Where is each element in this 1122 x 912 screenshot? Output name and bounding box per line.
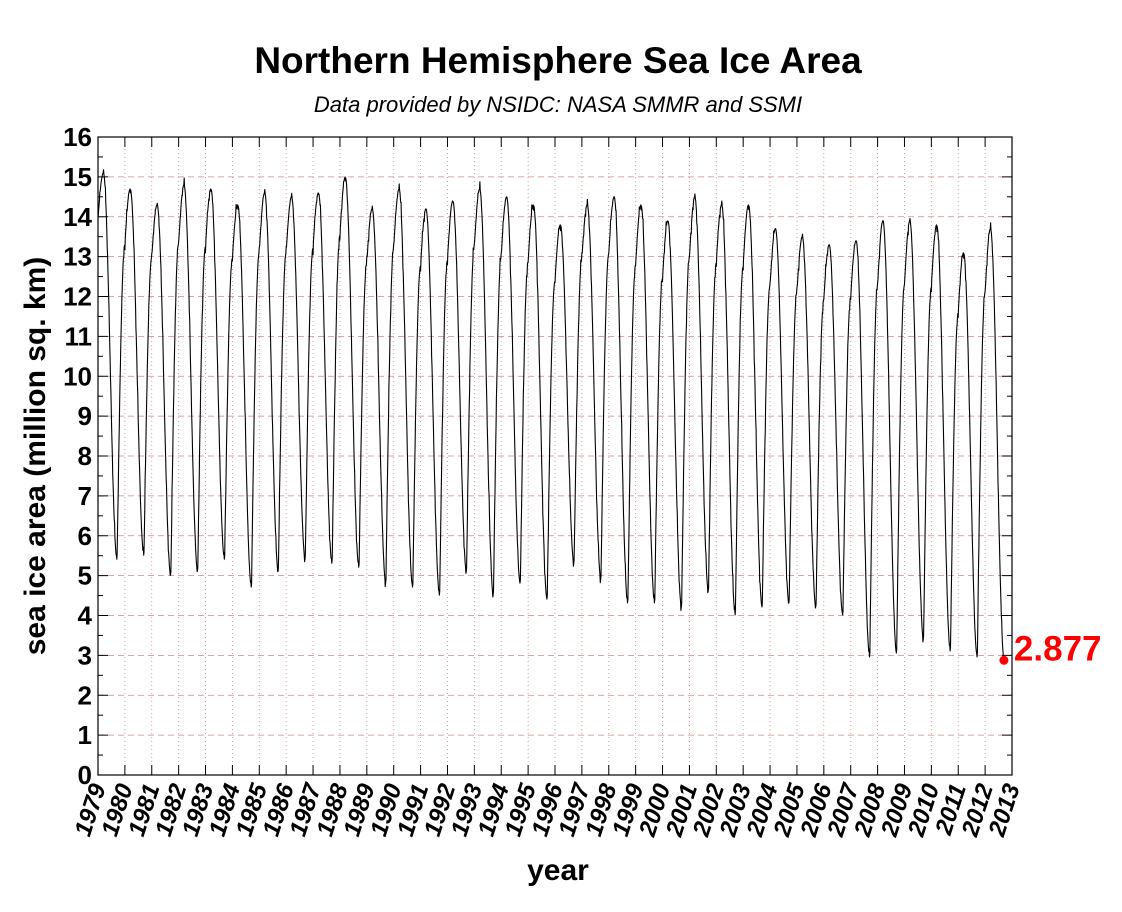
chart-subtitle: Data provided by NSIDC: NASA SMMR and SS… [314,92,802,117]
last-data-point-marker [999,655,1009,665]
y-tick-label: 8 [78,441,92,471]
grid-lines [98,137,1012,775]
y-tick-label: 13 [63,242,92,272]
series-line-sea-ice-area [97,169,1005,662]
axis-ticks [97,136,1013,776]
x-axis-label: year [527,854,589,887]
y-tick-label: 12 [63,282,92,312]
y-tick-label: 5 [78,561,92,591]
y-tick-label: 2 [78,680,92,710]
y-tick-label: 15 [63,162,92,192]
y-tick-label: 0 [78,760,92,790]
x-axis-tick-labels: 1979198019811982198319841985198619871988… [70,779,1026,841]
y-tick-label: 4 [78,601,93,631]
y-tick-label: 6 [78,521,92,551]
last-value-annotation: 2.877 [1014,629,1102,668]
chart-title: Northern Hemisphere Sea Ice Area [254,40,862,81]
y-tick-label: 9 [78,401,92,431]
y-tick-label: 1 [78,720,92,750]
y-axis-label: sea ice area (million sq. km) [19,257,52,656]
y-tick-label: 3 [78,640,92,670]
y-tick-label: 11 [65,321,93,351]
y-tick-label: 10 [63,361,92,391]
y-tick-label: 16 [63,122,92,152]
y-tick-label: 7 [78,481,92,511]
y-tick-label: 14 [63,202,92,232]
